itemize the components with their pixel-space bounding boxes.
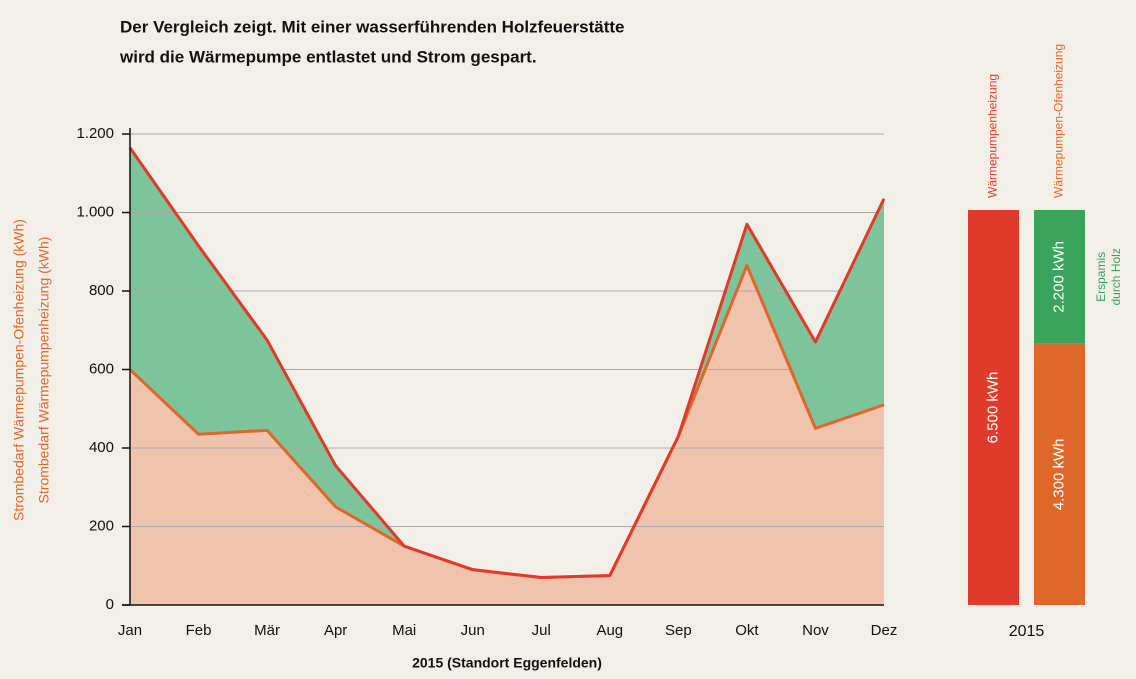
x-tick-label: Jan	[118, 622, 142, 639]
line	[128, 146, 886, 580]
bar-segment	[1034, 210, 1085, 344]
bar-segment	[968, 210, 1019, 605]
x-tick-label: Jun	[461, 622, 485, 639]
x-tick-label: Mai	[392, 622, 416, 639]
x-axis-label: 2015	[1009, 623, 1045, 640]
note: durch Holz	[1109, 248, 1123, 305]
x-axis-label: 2015 (Standort Eggenfelden)	[412, 655, 602, 671]
x-tick-label: Dez	[871, 622, 898, 639]
x-tick-label: Feb	[186, 622, 212, 639]
y-tick-label: 800	[89, 282, 114, 299]
x-tick-label: Mär	[254, 622, 280, 639]
area-savings	[130, 147, 884, 578]
area-lower	[130, 265, 884, 605]
bar-value-label: 2.200 kWh	[1050, 241, 1067, 313]
x-tick-label: Nov	[802, 622, 829, 639]
y-tick-label: 200	[89, 517, 114, 534]
x-tick-label: Apr	[324, 622, 347, 639]
bar-label: Wärmepumpen-Ofenheizung	[1052, 44, 1066, 198]
x-tick-label: Jul	[532, 622, 551, 639]
chart-title: Der Vergleich zeigt. Mit einer wasserfüh…	[120, 17, 624, 36]
y-tick-label: 1.000	[76, 203, 114, 220]
y-tick-label: 400	[89, 439, 114, 456]
x-tick-label: Sep	[665, 622, 692, 639]
y-tick-label: 1.200	[76, 125, 114, 142]
chart-title: wird die Wärmepumpe entlastet und Strom …	[119, 47, 537, 66]
y-axis-label: Strombedarf Wärmepumpenheizung (kWh)	[36, 237, 52, 504]
x-tick-label: Okt	[735, 622, 759, 639]
bar-label: Wärmepumpenheizung	[986, 74, 1000, 198]
note: Erspamis	[1094, 252, 1108, 302]
y-tick-label: 600	[89, 360, 114, 377]
bar-value-label: 4.300 kWh	[1050, 438, 1067, 510]
bar-segment	[1034, 343, 1085, 605]
bar-value-label: 6.500 kWh	[984, 372, 1001, 444]
y-tick-label: 0	[106, 596, 114, 613]
x-tick-label: Aug	[596, 622, 623, 639]
y-axis-label: Strombedarf Wärmepumpen-Ofenheizung (kWh…	[11, 219, 27, 521]
